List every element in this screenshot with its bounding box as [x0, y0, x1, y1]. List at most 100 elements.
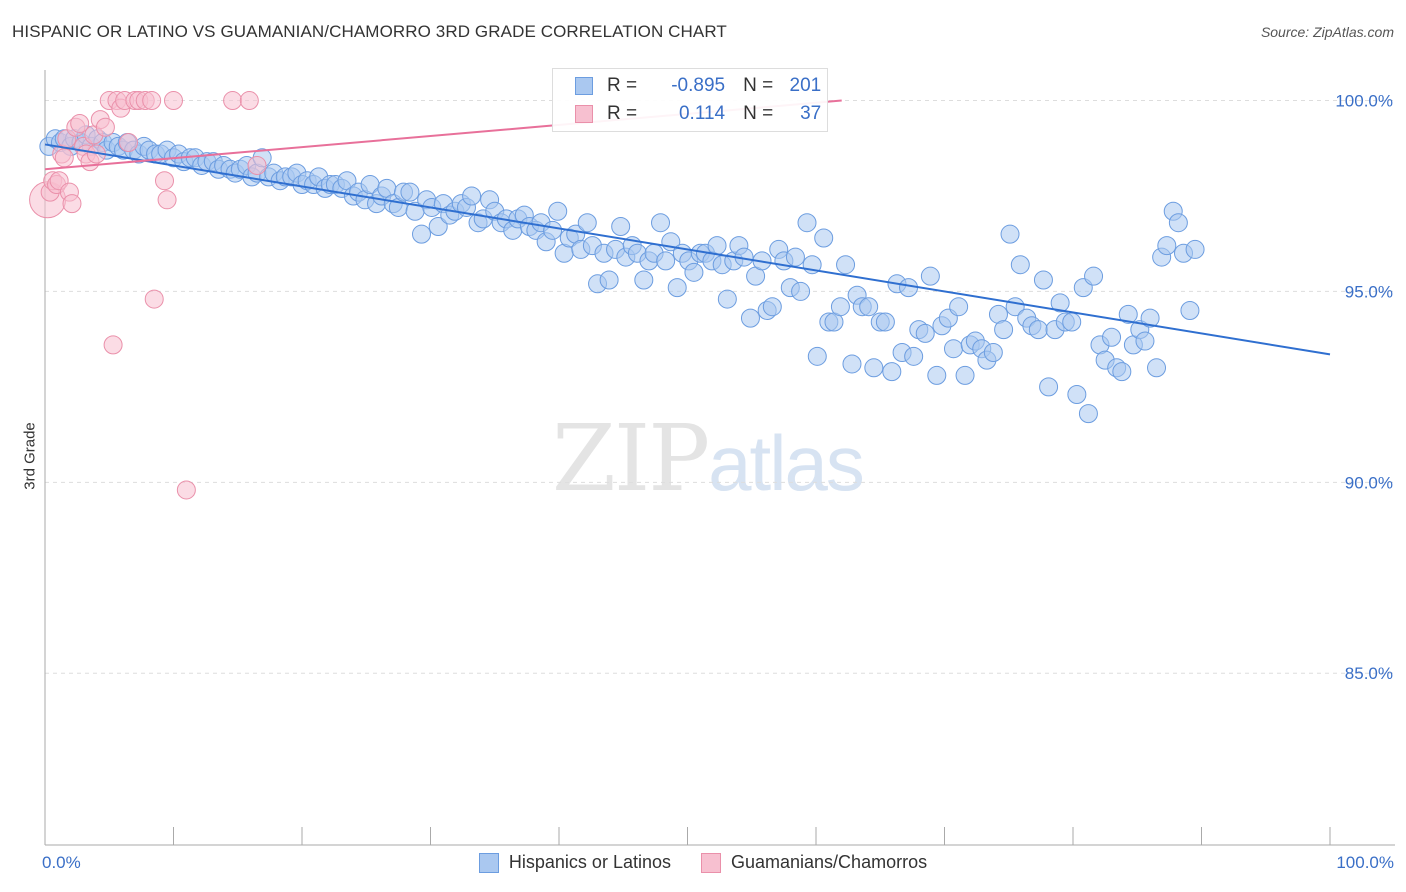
hispanic-point: [543, 220, 563, 240]
legend-r-value: -0.895: [671, 75, 726, 96]
hispanic-point: [462, 186, 482, 206]
hispanic-point: [707, 236, 727, 256]
hispanic-point: [1084, 266, 1104, 286]
y-tick-label: 100.0%: [1335, 92, 1393, 111]
hispanic-point: [634, 270, 654, 290]
bottom-legend-swatch-pink: [701, 852, 721, 873]
hispanic-point: [983, 343, 1003, 363]
legend-r-value: 0.114: [678, 103, 726, 124]
hispanic-point: [599, 270, 619, 290]
hispanic-point: [807, 346, 827, 366]
legend-n-value: 37: [800, 103, 822, 124]
guamanian-point: [70, 113, 90, 133]
hispanic-point: [667, 278, 687, 298]
hispanic-point: [1135, 331, 1155, 351]
watermark-atlas: atlas: [708, 419, 865, 507]
guamanian-point: [142, 91, 162, 111]
hispanic-point: [548, 201, 568, 221]
hispanic-point: [1147, 358, 1167, 378]
chart-title: HISPANIC OR LATINO VS GUAMANIAN/CHAMORRO…: [12, 22, 727, 41]
hispanic-point: [762, 297, 782, 317]
watermark-zip: ZIP: [552, 405, 710, 512]
hispanic-point: [1028, 320, 1048, 340]
hispanic-point: [1039, 377, 1059, 397]
hispanic-point: [842, 354, 862, 374]
guamanian-point: [95, 117, 115, 137]
hispanic-point: [1050, 293, 1070, 313]
hispanic-point: [1185, 239, 1205, 259]
hispanic-point: [814, 228, 834, 248]
x-tick-label-max: 100.0%: [1336, 853, 1394, 872]
hispanic-point: [1112, 362, 1132, 382]
hispanic-point: [1118, 304, 1138, 324]
hispanic-point: [830, 297, 850, 317]
guamanian-point: [247, 155, 267, 175]
y-tick-label: 85.0%: [1345, 664, 1393, 683]
hispanic-point: [791, 281, 811, 301]
hispanic-point: [1180, 301, 1200, 321]
hispanic-point: [1000, 224, 1020, 244]
guamanian-point: [164, 91, 183, 111]
hispanic-point: [684, 262, 704, 282]
legend-row-guamanian: R = 0.114 N = 37: [575, 102, 821, 126]
legend-r-label: R =: [607, 75, 638, 96]
hispanic-point: [717, 289, 737, 309]
guamanian-point: [103, 335, 123, 355]
watermark: ZIPatlas: [552, 405, 865, 512]
hispanic-point: [785, 247, 805, 267]
bottom-legend-label: Hispanics or Latinos: [508, 852, 671, 872]
legend-row-hispanic: R = -0.895 N = 201: [575, 74, 821, 98]
hispanic-point: [651, 213, 671, 233]
hispanic-point: [1033, 270, 1053, 290]
bottom-legend-label: Guamanians/Chamorros: [731, 852, 928, 872]
guamanian-point: [176, 480, 196, 500]
hispanic-point: [927, 365, 947, 385]
hispanic-point: [875, 312, 895, 332]
y-tick-label: 90.0%: [1345, 473, 1393, 492]
hispanic-point: [994, 320, 1014, 340]
hispanic-point: [882, 362, 902, 382]
legend-box: R = -0.895 N = 201 R = 0.114 N = 37: [552, 68, 828, 132]
hispanic-point: [949, 297, 969, 317]
hispanic-point: [836, 255, 856, 275]
legend-n-label: N =: [743, 103, 774, 124]
guamanian-point: [119, 133, 139, 153]
legend-n-label: N =: [743, 75, 774, 96]
hispanic-point: [920, 266, 940, 286]
bottom-legend-guamanian: Guamanians/Chamorros: [701, 852, 927, 873]
hispanic-point: [943, 339, 963, 359]
hispanic-point: [1140, 308, 1160, 328]
bottom-legend: Hispanics or Latinos Guamanians/Chamorro…: [0, 852, 1406, 873]
hispanic-point: [740, 308, 760, 328]
guamanian-point: [239, 91, 259, 111]
hispanic-point: [915, 323, 935, 343]
guamanian-point: [62, 194, 82, 214]
guamanian-point: [54, 148, 74, 168]
hispanic-point: [1010, 255, 1030, 275]
hispanic-point: [1102, 327, 1122, 347]
hispanic-point: [611, 217, 631, 237]
hispanic-point: [412, 224, 432, 244]
hispanic-point: [577, 213, 597, 233]
bottom-legend-hispanic: Hispanics or Latinos: [478, 852, 671, 873]
guamanian-point: [157, 190, 177, 210]
y-tick-label: 95.0%: [1345, 282, 1393, 301]
bottom-legend-swatch-blue: [478, 852, 499, 873]
hispanic-point: [428, 217, 448, 237]
hispanic-trend-line: [44, 143, 1331, 356]
x-tick-label-min: 0.0%: [42, 853, 81, 872]
legend-n-value: 201: [789, 75, 822, 96]
legend-r-label: R =: [607, 103, 638, 124]
chart-source: Source: ZipAtlas.com: [1260, 24, 1394, 40]
hispanic-point: [899, 278, 919, 298]
hispanic-point: [1067, 385, 1087, 405]
guamanian-point: [155, 171, 175, 191]
hispanic-point: [1078, 404, 1098, 424]
hispanic-point: [1168, 213, 1188, 233]
hispanic-point: [955, 365, 975, 385]
guamanian-point: [144, 289, 164, 309]
hispanic-point: [400, 182, 420, 202]
hispanic-point: [1157, 236, 1177, 256]
guamanian-point: [223, 91, 243, 111]
